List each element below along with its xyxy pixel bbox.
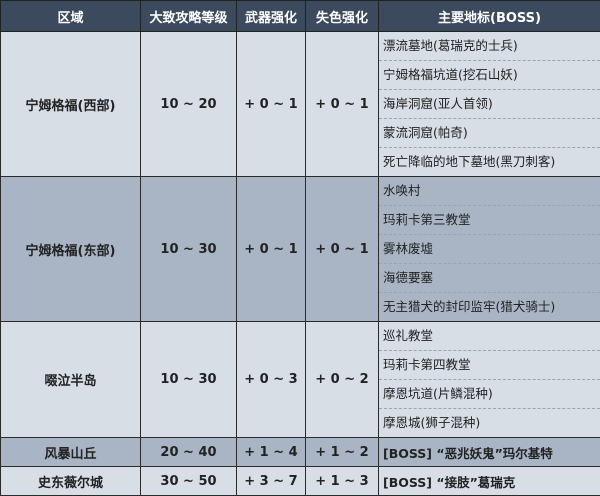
cell-weapon: + 0 ~ 1 bbox=[237, 177, 306, 322]
cell-region: 宁姆格福(东部) bbox=[1, 177, 141, 322]
landmark-item: 漂流墓地(葛瑞克的士兵) bbox=[379, 32, 600, 61]
cell-region: 史东薇尔城 bbox=[1, 467, 141, 496]
cell-landmarks: [BOSS] “恶兆妖鬼”玛尔基特 bbox=[379, 438, 600, 467]
landmark-item: 雾林废墟 bbox=[379, 235, 600, 264]
cell-level: 30 ~ 50 bbox=[141, 467, 237, 496]
cell-landmarks: 巡礼教堂玛莉卡第四教堂摩恩坑道(片鳞混种)摩恩城(狮子混种) bbox=[379, 322, 600, 438]
landmark-item: 水唤村 bbox=[379, 177, 600, 206]
landmark-item: 死亡降临的地下墓地(黑刀刺客) bbox=[379, 148, 600, 176]
cell-faded: + 0 ~ 2 bbox=[306, 322, 379, 438]
landmark-item: 海岸洞窟(亚人首领) bbox=[379, 90, 600, 119]
cell-weapon: + 0 ~ 3 bbox=[237, 322, 306, 438]
cell-level: 10 ~ 30 bbox=[141, 322, 237, 438]
landmark-item: 巡礼教堂 bbox=[379, 322, 600, 351]
header-region: 区域 bbox=[1, 1, 141, 32]
cell-faded: + 0 ~ 1 bbox=[306, 32, 379, 177]
cell-landmarks: 水唤村玛莉卡第三教堂雾林废墟海德要塞无主猎犬的封印监牢(猎犬骑士) bbox=[379, 177, 600, 322]
cell-faded: + 1 ~ 2 bbox=[306, 438, 379, 467]
cell-region: 宁姆格福(西部) bbox=[1, 32, 141, 177]
cell-faded: + 0 ~ 1 bbox=[306, 177, 379, 322]
cell-level: 20 ~ 40 bbox=[141, 438, 237, 467]
cell-level: 10 ~ 30 bbox=[141, 177, 237, 322]
cell-weapon: + 0 ~ 1 bbox=[237, 32, 306, 177]
header-level: 大致攻略等级 bbox=[141, 1, 237, 32]
landmark-item: 玛莉卡第三教堂 bbox=[379, 206, 600, 235]
header-row: 区域 大致攻略等级 武器强化 失色强化 主要地标(BOSS) bbox=[1, 1, 600, 32]
landmark-item: 摩恩坑道(片鳞混种) bbox=[379, 380, 600, 409]
landmark-item: 摩恩城(狮子混种) bbox=[379, 409, 600, 437]
header-faded: 失色强化 bbox=[306, 1, 379, 32]
header-weapon: 武器强化 bbox=[237, 1, 306, 32]
cell-region: 风暴山丘 bbox=[1, 438, 141, 467]
landmark-item: 宁姆格福坑道(挖石山妖) bbox=[379, 61, 600, 90]
cell-landmarks: 漂流墓地(葛瑞克的士兵)宁姆格福坑道(挖石山妖)海岸洞窟(亚人首领)蒙流洞窟(帕… bbox=[379, 32, 600, 177]
cell-faded: + 1 ~ 3 bbox=[306, 467, 379, 496]
landmark-item: 玛莉卡第四教堂 bbox=[379, 351, 600, 380]
landmark-item: 无主猎犬的封印监牢(猎犬骑士) bbox=[379, 293, 600, 321]
landmark-item: 海德要塞 bbox=[379, 264, 600, 293]
cell-landmarks: [BOSS] “接肢”葛瑞克 bbox=[379, 467, 600, 496]
cell-region: 啜泣半岛 bbox=[1, 322, 141, 438]
header-landmarks: 主要地标(BOSS) bbox=[379, 1, 600, 32]
cell-level: 10 ~ 20 bbox=[141, 32, 237, 177]
cell-weapon: + 1 ~ 4 bbox=[237, 438, 306, 467]
landmark-item: 蒙流洞窟(帕奇) bbox=[379, 119, 600, 148]
cell-weapon: + 3 ~ 7 bbox=[237, 467, 306, 496]
